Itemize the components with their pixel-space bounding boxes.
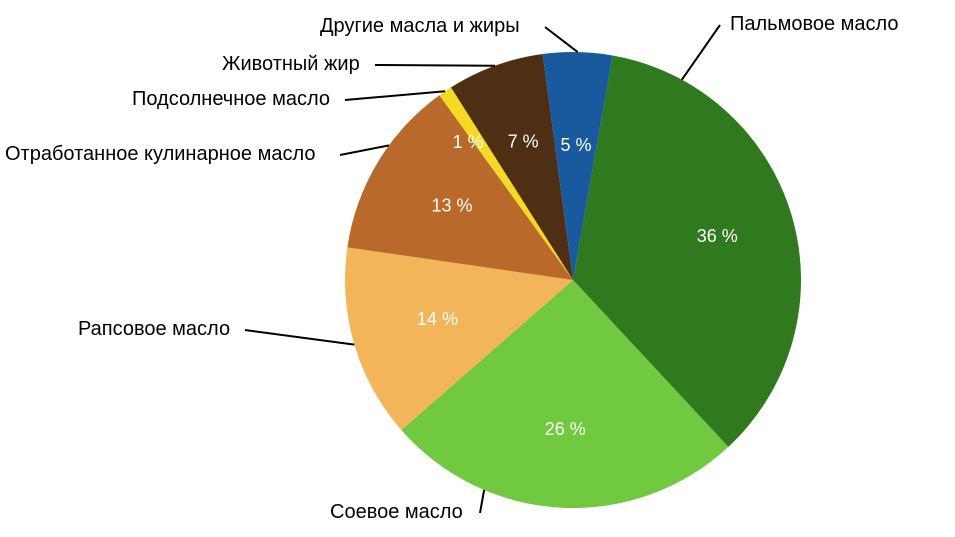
slice-label: Отработанное кулинарное масло <box>5 143 315 165</box>
slice-percent-label: 36 % <box>697 226 738 246</box>
leader-line <box>245 330 354 345</box>
slice-percent-label: 5 % <box>560 135 591 155</box>
slice-percent-label: 13 % <box>432 196 473 216</box>
leader-line <box>345 91 445 100</box>
leader-line <box>545 27 578 52</box>
slice-label: Пальмовое масло <box>730 13 899 35</box>
slice-percent-label: 1 % <box>453 132 484 152</box>
slice-label: Другие масла и жиры <box>320 15 520 37</box>
leader-line <box>340 145 389 155</box>
pie-chart: 36 % 26 % 14 % 13 % 1 % 7 % 5 % Пальмовое масло… <box>0 0 955 537</box>
slice-label: Животный жир <box>222 53 360 75</box>
slice-label: Соевое масло <box>330 501 463 523</box>
leader-line <box>375 65 495 66</box>
slice-percent-label: 7 % <box>508 132 539 152</box>
slice-label: Рапсовое масло <box>78 318 230 340</box>
leader-line <box>682 25 720 80</box>
slice-label: Подсолнечное масло <box>132 88 330 110</box>
leader-line <box>480 490 484 513</box>
slice-percent-label: 26 % <box>545 419 586 439</box>
slice-percent-label: 14 % <box>417 309 458 329</box>
